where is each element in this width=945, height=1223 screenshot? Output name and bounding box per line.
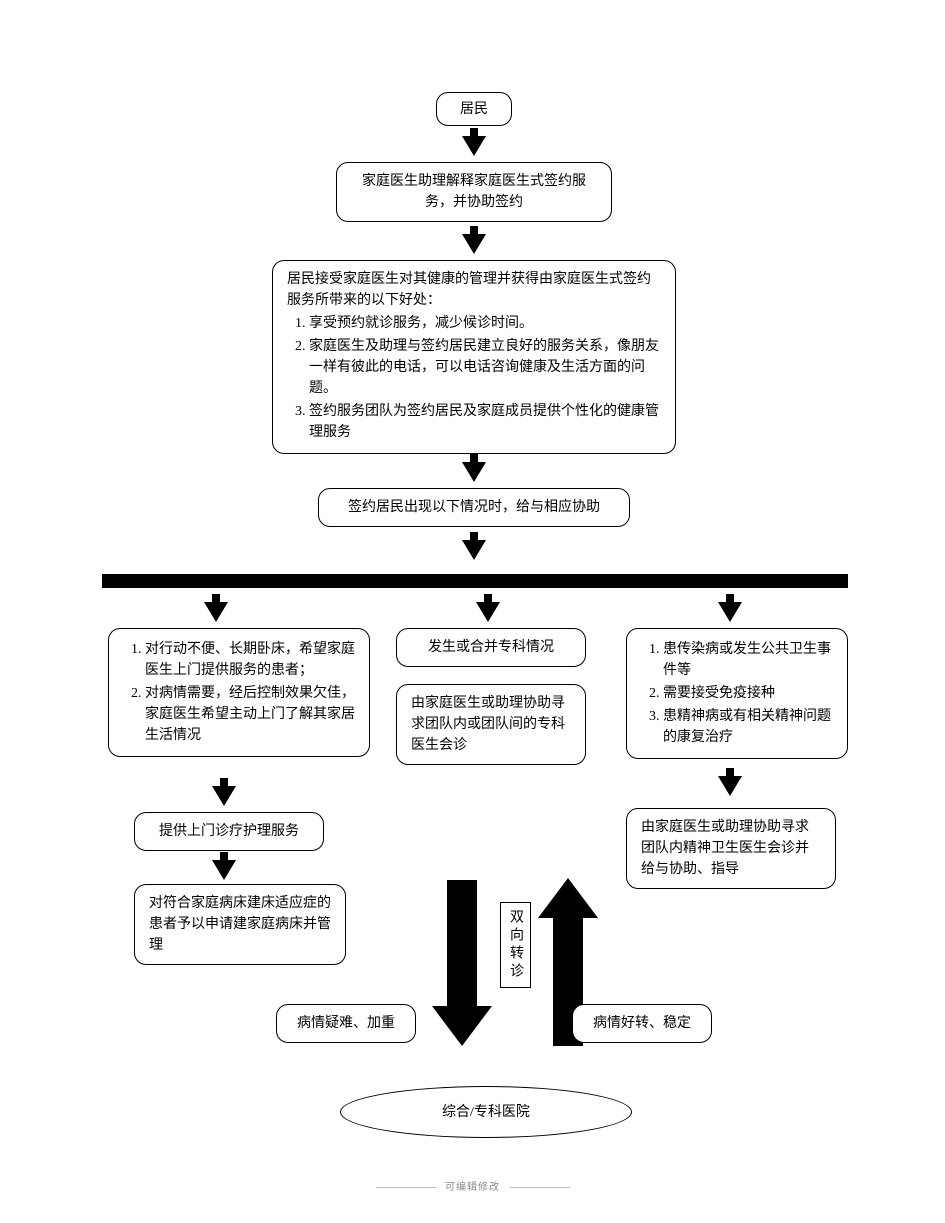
node-worsen-hint: 病情疑难、加重 (276, 1004, 416, 1043)
node-mental-health-label: 由家庭医生或助理协助寻求团队内精神卫生医生会诊并给与协助、指导 (641, 820, 809, 877)
node-home-bed: 对符合家庭病床建床适应症的患者予以申请建家庭病床并管理 (134, 884, 346, 965)
list-item: 家庭医生及助理与签约居民建立良好的服务关系，像朋友一样有彼此的电话，可以电话咨询… (309, 336, 661, 399)
list-item: 对病情需要，经后控制效果欠佳，家庭医生希望主动上门了解其家居生活情况 (145, 683, 355, 746)
node-conditions-label: 签约居民出现以下情况时，给与相应协助 (348, 500, 600, 515)
arrow-down-icon (462, 136, 486, 156)
node-home-bed-label: 对符合家庭病床建床适应症的患者予以申请建家庭病床并管理 (149, 896, 331, 953)
node-specialist-case-label: 发生或合并专科情况 (428, 640, 554, 655)
arrow-down-icon (204, 602, 228, 622)
arrow-down-icon (212, 786, 236, 806)
node-specialist-case: 发生或合并专科情况 (396, 628, 586, 667)
list-item: 对行动不便、长期卧床，希望家庭医生上门提供服务的患者； (145, 639, 355, 681)
footer-note: 可编辑修改 (0, 1180, 945, 1195)
list-item: 患精神病或有相关精神问题的康复治疗 (663, 706, 833, 748)
node-resident-label: 居民 (460, 99, 488, 120)
node-hospital-label: 综合/专科医院 (442, 1102, 530, 1123)
node-specialist-referral-label: 由家庭医生或助理协助寻求团队内或团队间的专科医生会诊 (411, 696, 565, 753)
node-home-visit-cases: 对行动不便、长期卧床，希望家庭医生上门提供服务的患者； 对病情需要，经后控制效果… (108, 628, 370, 757)
footer-note-label: 可编辑修改 (445, 1182, 500, 1193)
node-benefits-list: 享受预约就诊服务，减少候诊时间。 家庭医生及助理与签约居民建立良好的服务关系，像… (287, 313, 661, 443)
node-hospital: 综合/专科医院 (340, 1086, 632, 1138)
arrow-down-icon (718, 776, 742, 796)
arrow-down-icon (462, 540, 486, 560)
arrow-down-icon (462, 234, 486, 254)
node-benefits: 居民接受家庭医生对其健康的管理并获得由家庭医生式签约服务所带来的以下好处： 享受… (272, 260, 676, 454)
list-item: 患传染病或发生公共卫生事件等 (663, 639, 833, 681)
branch-bar (102, 574, 848, 588)
node-specialist-referral: 由家庭医生或助理协助寻求团队内或团队间的专科医生会诊 (396, 684, 586, 765)
list-item: 享受预约就诊服务，减少候诊时间。 (309, 313, 661, 334)
list-item: 需要接受免疫接种 (663, 683, 833, 704)
node-home-visit-list: 对行动不便、长期卧床，希望家庭医生上门提供服务的患者； 对病情需要，经后控制效果… (123, 639, 355, 746)
node-improve-hint: 病情好转、稳定 (572, 1004, 712, 1043)
node-improve-hint-label: 病情好转、稳定 (593, 1016, 691, 1031)
bidirectional-referral-label: 双向转诊 (508, 909, 523, 981)
arrow-down-icon (212, 860, 236, 880)
node-home-care-service-label: 提供上门诊疗护理服务 (159, 824, 299, 839)
list-item: 签约服务团队为签约居民及家庭成员提供个性化的健康管理服务 (309, 401, 661, 443)
arrow-down-icon (718, 602, 742, 622)
node-worsen-hint-label: 病情疑难、加重 (297, 1016, 395, 1031)
node-home-care-service: 提供上门诊疗护理服务 (134, 812, 324, 851)
node-conditions: 签约居民出现以下情况时，给与相应协助 (318, 488, 630, 527)
arrow-down-icon (476, 602, 500, 622)
arrow-down-icon (462, 462, 486, 482)
node-resident: 居民 (436, 92, 512, 126)
node-assistant-explain-label: 家庭医生助理解释家庭医生式签约服务，并协助签约 (362, 174, 586, 210)
node-benefits-intro: 居民接受家庭医生对其健康的管理并获得由家庭医生式签约服务所带来的以下好处： (287, 269, 661, 311)
node-assistant-explain: 家庭医生助理解释家庭医生式签约服务，并协助签约 (336, 162, 612, 222)
node-public-health-cases: 患传染病或发生公共卫生事件等 需要接受免疫接种 患精神病或有相关精神问题的康复治… (626, 628, 848, 759)
bidirectional-referral-label-box: 双向转诊 (500, 902, 531, 988)
node-public-health-list: 患传染病或发生公共卫生事件等 需要接受免疫接种 患精神病或有相关精神问题的康复治… (641, 639, 833, 748)
node-mental-health: 由家庭医生或助理协助寻求团队内精神卫生医生会诊并给与协助、指导 (626, 808, 836, 889)
